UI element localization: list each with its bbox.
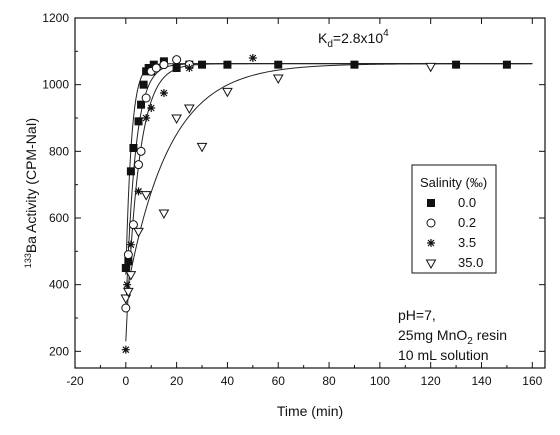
x-tick-label: 0	[122, 374, 129, 388]
data-point-3.5	[159, 89, 168, 97]
data-point-3.5	[185, 64, 194, 72]
data-point-0.0	[172, 64, 181, 72]
x-tick-label: 80	[322, 374, 336, 388]
x-tick-label: 100	[370, 374, 390, 388]
data-point-35.0	[272, 74, 284, 85]
data-point-0.0	[502, 60, 511, 69]
data-point-0.0	[198, 60, 207, 69]
data-point-35.0	[425, 62, 437, 73]
condition-ph: pH=7,	[398, 307, 436, 323]
data-point-0.0	[274, 60, 283, 69]
plot-frame	[74, 17, 546, 369]
data-point-3.5	[126, 240, 135, 249]
condition-resin: 25mg MnO2 resin	[398, 327, 507, 347]
legend-marker-35.0	[425, 259, 437, 270]
x-tick-label: 40	[221, 374, 235, 388]
x-tick-label: 60	[272, 374, 286, 388]
y-tick-label: 1200	[42, 11, 69, 25]
data-point-35.0	[158, 209, 170, 220]
kd-annotation: Kd=2.8x104	[318, 28, 389, 50]
data-point-35.0	[140, 191, 152, 201]
data-point-35.0	[133, 227, 144, 238]
data-point-3.5	[142, 114, 151, 122]
fit-curve-35.0	[125, 63, 533, 299]
y-tick-label: 200	[49, 344, 69, 358]
data-point-0.2	[141, 93, 151, 103]
legend-box	[411, 164, 497, 274]
data-point-0.0	[452, 60, 461, 69]
data-point-3.5	[147, 104, 156, 112]
y-tick-label: 800	[49, 144, 69, 158]
legend-label-0.2: 0.2	[458, 215, 476, 230]
legend-title: Salinity (‰)	[420, 175, 487, 190]
condition-volume: 10 mL solution	[398, 347, 489, 363]
data-point-35.0	[171, 114, 182, 125]
legend-marker-3.5	[427, 239, 435, 247]
data-point-0.2	[151, 63, 161, 73]
data-point-0.0	[139, 80, 148, 89]
data-point-0.0	[134, 117, 143, 126]
data-point-0.0	[129, 144, 138, 152]
legend: Salinity (‰) 0.0 0.2 3.5 35.0	[411, 164, 497, 274]
x-tick-label: 20	[170, 374, 184, 388]
legend-label-35.0: 35.0	[458, 255, 483, 270]
y-tick-label: 600	[49, 211, 69, 225]
data-point-0.2	[123, 250, 133, 260]
data-point-0.2	[159, 60, 169, 70]
data-point-35.0	[183, 104, 195, 115]
y-axis-title-superscript: 133	[23, 253, 33, 268]
data-point-0.0	[350, 60, 359, 69]
data-point-3.5	[121, 345, 130, 354]
data-point-0.0	[137, 100, 146, 109]
x-tick-label: 140	[471, 374, 491, 388]
y-tick-label: 1000	[42, 78, 69, 92]
x-tick-label: 120	[421, 374, 441, 388]
data-point-0.0	[223, 60, 232, 69]
data-point-0.2	[172, 55, 182, 65]
x-tick-label: 160	[522, 374, 542, 388]
legend-marker-0.2	[426, 218, 436, 228]
data-point-0.2	[134, 160, 144, 170]
data-point-35.0	[196, 142, 208, 153]
data-point-0.0	[126, 167, 135, 176]
data-point-0.0	[124, 257, 133, 266]
x-axis-title: Time (min)	[277, 403, 343, 419]
data-point-35.0	[222, 87, 233, 98]
data-point-0.0	[121, 264, 130, 272]
data-point-3.5	[123, 280, 132, 289]
x-tick-label: -20	[66, 374, 84, 388]
y-tick-label: 400	[49, 278, 69, 292]
legend-label-3.5: 3.5	[458, 235, 476, 250]
data-point-3.5	[248, 54, 257, 62]
data-point-0.2	[136, 146, 146, 156]
y-axis-title: 133Ba Activity (CPM-NaI)	[23, 118, 39, 268]
data-point-35.0	[120, 294, 132, 305]
data-point-35.0	[122, 287, 134, 298]
data-point-3.5	[134, 187, 143, 196]
data-point-0.2	[128, 220, 138, 230]
legend-label-0.0: 0.0	[458, 195, 476, 210]
data-point-35.0	[125, 271, 137, 281]
legend-marker-0.0	[427, 199, 435, 207]
data-point-0.2	[121, 303, 131, 313]
y-axis-title-text: Ba Activity (CPM-NaI)	[23, 118, 39, 253]
